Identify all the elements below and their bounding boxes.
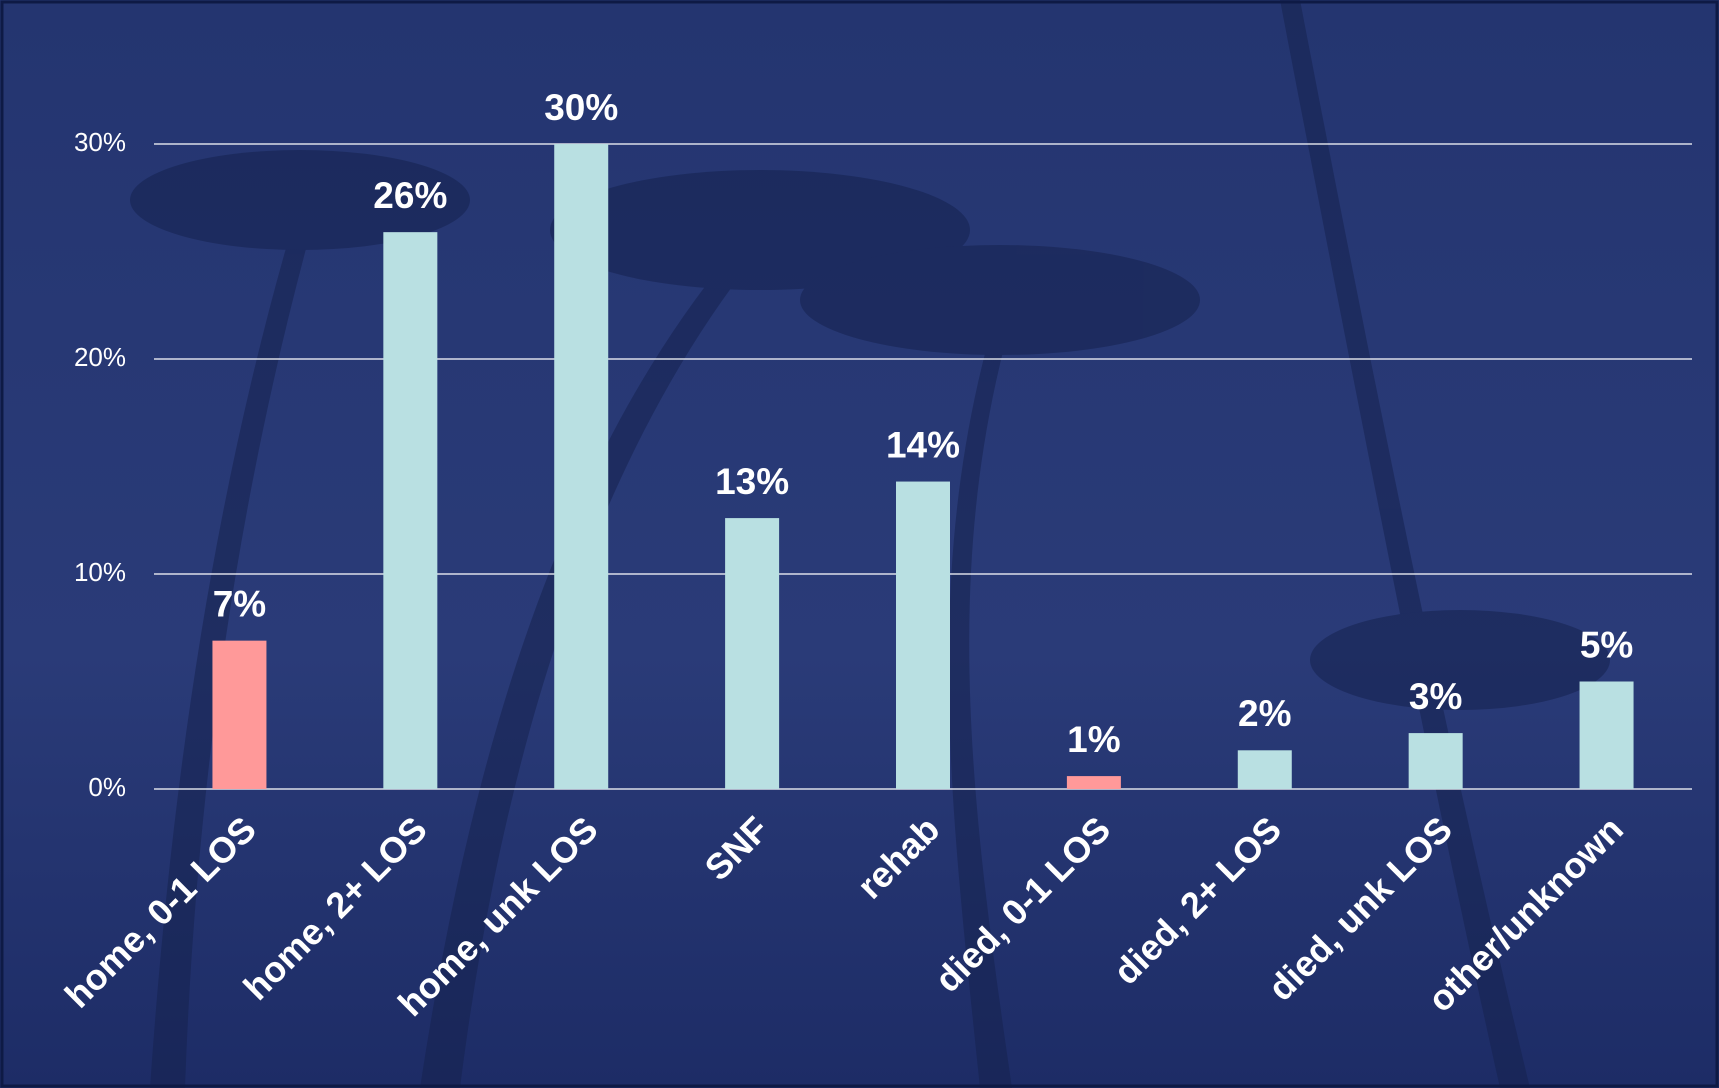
bar xyxy=(725,518,780,789)
bar xyxy=(896,481,950,789)
value-label: 13% xyxy=(715,461,789,502)
value-label: 1% xyxy=(1067,719,1120,760)
bar xyxy=(1237,750,1292,789)
value-label: 26% xyxy=(373,175,447,216)
y-tick-label: 20% xyxy=(74,342,126,372)
value-label: 5% xyxy=(1580,624,1633,665)
bar xyxy=(1579,681,1634,789)
value-label: 7% xyxy=(213,583,266,624)
bar xyxy=(1066,776,1121,789)
bar xyxy=(1408,733,1463,789)
bar xyxy=(383,232,438,789)
value-label: 30% xyxy=(544,87,618,128)
y-tick-label: 10% xyxy=(74,557,126,587)
value-label: 3% xyxy=(1409,676,1462,717)
y-tick-label: 0% xyxy=(88,772,126,802)
y-tick-label: 30% xyxy=(74,127,126,157)
value-label: 14% xyxy=(886,424,960,465)
palm-silhouettes xyxy=(130,0,1610,1088)
value-label: 2% xyxy=(1238,693,1291,734)
bar xyxy=(212,640,267,789)
bar xyxy=(554,144,609,789)
